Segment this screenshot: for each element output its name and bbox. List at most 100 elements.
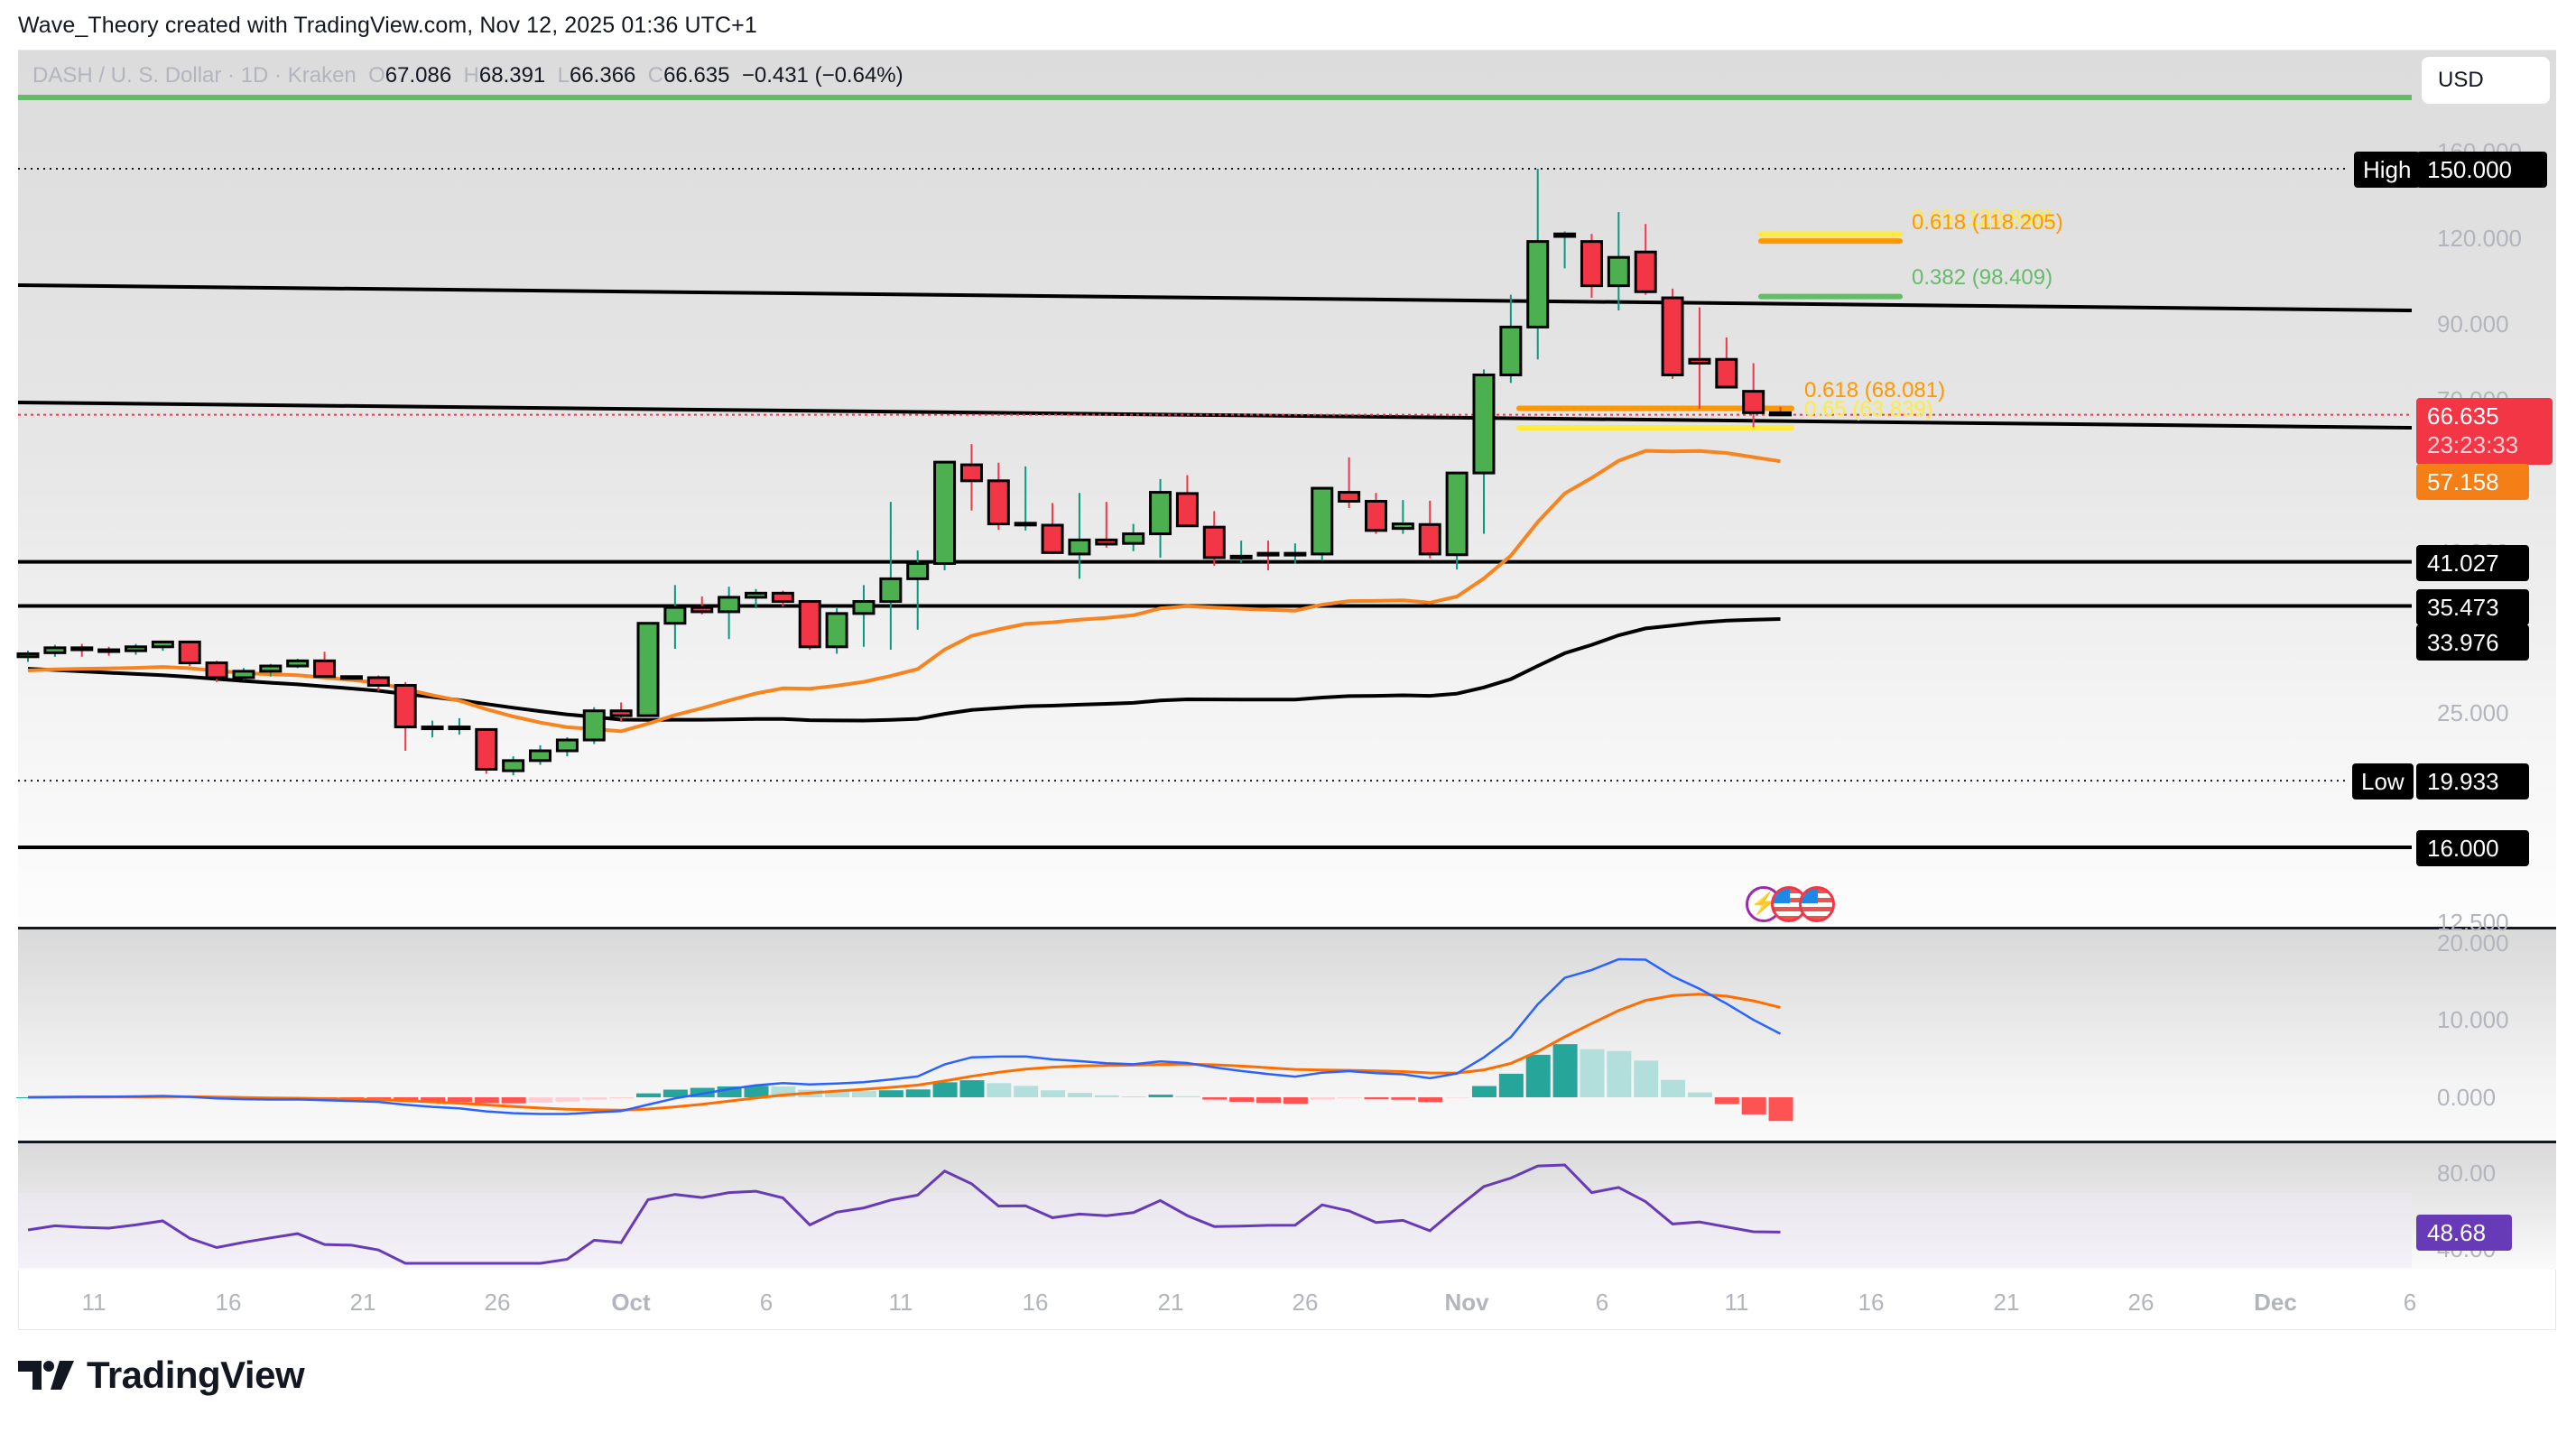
- candle-body: [1041, 523, 1064, 554]
- date-tick-label: 6: [2403, 1289, 2417, 1316]
- date-tick-label: Nov: [1444, 1289, 1489, 1316]
- macd-histogram-bar: [851, 1090, 876, 1097]
- candle-body: [1391, 522, 1414, 531]
- macd-histogram-bar: [959, 1080, 985, 1097]
- ema-fast-line: [27, 448, 1781, 734]
- candle-body: [1580, 240, 1603, 288]
- candle-body: [232, 670, 255, 679]
- macd-histogram-bar: [1445, 1097, 1470, 1098]
- macd-axis[interactable]: [2412, 929, 2556, 1142]
- symbol-name[interactable]: DASH / U. S. Dollar · 1D · Kraken: [32, 63, 357, 88]
- date-tick-label: Oct: [611, 1289, 651, 1316]
- candle-body: [1715, 357, 1738, 389]
- upper-trendline: [17, 283, 2413, 312]
- date-tick-label: 11: [81, 1289, 107, 1316]
- pane-separator[interactable]: [18, 1141, 2556, 1143]
- candle-body: [663, 605, 687, 625]
- date-tick-label: 16: [1858, 1289, 1885, 1316]
- candle-body: [1202, 525, 1226, 559]
- currency-button[interactable]: USD: [2422, 57, 2550, 104]
- candle-body: [43, 646, 67, 654]
- tradingview-logo[interactable]: TradingView: [18, 1354, 305, 1397]
- low-tag: Low: [2352, 763, 2414, 800]
- macd-histogram-bar: [636, 1093, 662, 1097]
- pane-separator[interactable]: [18, 927, 2556, 929]
- date-tick-label: 21: [1993, 1289, 2020, 1316]
- axis-tick-label: 90.000: [2437, 310, 2509, 337]
- candle-body: [744, 591, 767, 599]
- macd-histogram-bar: [1014, 1086, 1039, 1097]
- candle-body: [366, 676, 390, 687]
- rsi-value-label: 48.68: [2416, 1215, 2512, 1251]
- macd-histogram-bar: [1391, 1097, 1416, 1100]
- ema-price-label: 57.158: [2416, 464, 2529, 500]
- candle-body: [718, 596, 741, 614]
- macd-histogram-bar: [1552, 1044, 1578, 1097]
- macd-histogram-bar: [555, 1097, 580, 1102]
- candle-body: [448, 726, 471, 731]
- candle-body: [1311, 486, 1334, 556]
- candle-body: [1661, 296, 1684, 376]
- axis-tick-label: 25.000: [2437, 699, 2509, 726]
- us-flag-event-icon[interactable]: [1771, 886, 1807, 922]
- axis-tick-label: 10.000: [2437, 1006, 2509, 1033]
- fib-label-0618-upper: 0.618 (118.205): [1912, 210, 2063, 235]
- macd-histogram-bar: [609, 1097, 635, 1099]
- candle-body: [1769, 411, 1793, 417]
- close-value: 66.635: [663, 63, 730, 88]
- candle-body: [16, 652, 40, 659]
- candle-body: [97, 648, 121, 653]
- macd-histogram-bar: [1148, 1095, 1173, 1097]
- macd-signal-line: [27, 993, 1781, 1112]
- macd-histogram-bar: [1687, 1092, 1712, 1097]
- axis-tick-label: 0.000: [2437, 1084, 2497, 1111]
- macd-histogram-bar: [1094, 1095, 1119, 1097]
- candle-body: [987, 479, 1010, 526]
- high-price-label: 150.000: [2416, 152, 2547, 188]
- candle-body: [1526, 240, 1550, 328]
- macd-histogram-bar: [1741, 1097, 1766, 1114]
- macd-line: [27, 957, 1782, 1115]
- candle-body: [475, 727, 498, 771]
- candle-body: [609, 709, 633, 717]
- candle-body: [1283, 551, 1307, 557]
- change-value: −0.431 (−0.64%): [741, 63, 903, 88]
- candle-body: [582, 709, 606, 742]
- axis-tick-label: 20.000: [2437, 929, 2509, 957]
- date-tick-label: 6: [759, 1289, 774, 1316]
- candle-body: [906, 561, 930, 580]
- macd-histogram-bar: [1202, 1097, 1228, 1100]
- macd-histogram-bar: [1714, 1097, 1739, 1105]
- macd-histogram-bar: [1256, 1097, 1282, 1104]
- candle-body: [1607, 255, 1630, 288]
- ema-slow-line: [27, 617, 1781, 723]
- candle-body: [1472, 373, 1496, 475]
- last-price-label: 66.635 23:23:33: [2416, 398, 2553, 465]
- macd-histogram-bar: [1364, 1097, 1389, 1100]
- date-tick-label: Dec: [2254, 1289, 2297, 1316]
- candle-body: [151, 640, 174, 649]
- rsi-band: [18, 1193, 2412, 1268]
- candle-body: [1095, 538, 1118, 546]
- candle-body: [1229, 554, 1253, 559]
- us-flag-event-icon[interactable]: [1799, 886, 1835, 922]
- macd-histogram-bar: [1418, 1097, 1443, 1103]
- high-value: 68.391: [478, 63, 546, 88]
- candle-body: [1553, 232, 1577, 238]
- macd-histogram-bar: [1310, 1097, 1335, 1100]
- candle-body: [339, 675, 363, 680]
- macd-histogram-bar: [1768, 1097, 1793, 1122]
- macd-histogram-bar: [421, 1097, 446, 1102]
- macd-histogram-bar: [582, 1097, 607, 1100]
- date-tick-label: 11: [1724, 1289, 1749, 1316]
- candle-body: [124, 645, 147, 652]
- candle-body: [1418, 522, 1441, 556]
- chart-credit: Wave_Theory created with TradingView.com…: [18, 13, 757, 38]
- macd-histogram-bar: [1175, 1095, 1200, 1097]
- low-price-label: 19.933: [2416, 763, 2529, 800]
- macd-histogram-bar: [1580, 1049, 1605, 1097]
- candle-body: [1499, 325, 1523, 376]
- macd-histogram-bar: [987, 1083, 1012, 1097]
- macd-histogram-bar: [1525, 1054, 1551, 1097]
